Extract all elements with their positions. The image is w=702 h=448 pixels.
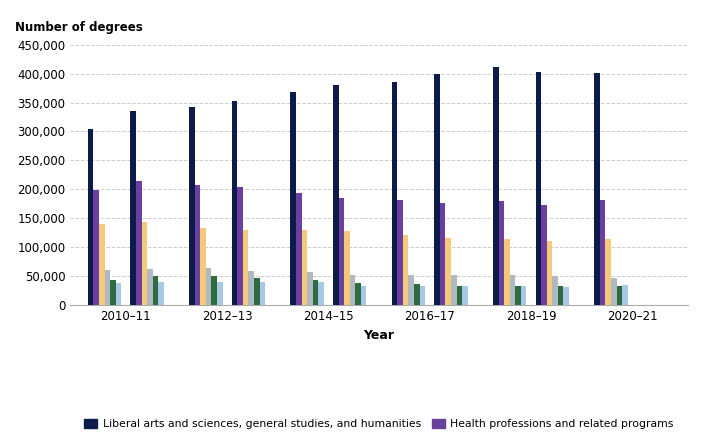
Bar [105,270,110,305]
Bar [211,276,217,305]
Bar [350,275,355,305]
Bar [420,286,425,305]
Bar [307,272,313,305]
Bar [217,282,223,305]
Bar [504,239,510,305]
Bar [296,193,302,305]
Bar [318,281,324,305]
Bar [99,224,105,305]
Bar [605,239,611,305]
Bar [409,275,414,305]
Bar [302,229,307,305]
Bar [515,285,521,305]
Bar [435,73,440,305]
Bar [200,228,206,305]
Bar [159,281,164,305]
Bar [414,284,420,305]
Bar [498,201,504,305]
Bar [397,200,403,305]
Bar [153,276,159,305]
Bar [313,280,318,305]
Bar [232,101,237,305]
Bar [536,72,541,305]
Bar [206,268,211,305]
Bar [558,285,564,305]
Bar [493,67,498,305]
Bar [344,231,350,305]
Bar [237,187,243,305]
Bar [254,277,260,305]
Bar [110,280,116,305]
Bar [116,283,121,305]
Bar [541,205,547,305]
Bar [136,181,142,305]
Bar [333,85,338,305]
Bar [456,285,462,305]
Bar [131,111,136,305]
Bar [510,275,515,305]
Bar [249,271,254,305]
Bar [291,92,296,305]
Bar [521,286,526,305]
Bar [547,241,552,305]
Bar [93,190,99,305]
Bar [403,235,409,305]
Bar [595,73,600,305]
Bar [451,275,456,305]
Bar [440,203,445,305]
Bar [622,285,628,305]
Bar [147,269,153,305]
Bar [338,198,344,305]
Bar [194,185,200,305]
Bar [564,287,569,305]
Bar [88,129,93,305]
Bar [616,285,622,305]
Bar [445,237,451,305]
Bar [600,200,605,305]
Text: Number of degrees: Number of degrees [15,22,143,34]
Bar [552,276,558,305]
Bar [355,283,361,305]
X-axis label: Year: Year [364,329,395,342]
Bar [142,222,147,305]
Bar [243,229,249,305]
Bar [611,277,616,305]
Bar [190,107,194,305]
Bar [462,286,468,305]
Bar [392,82,397,305]
Bar [361,285,366,305]
Bar [260,282,265,305]
